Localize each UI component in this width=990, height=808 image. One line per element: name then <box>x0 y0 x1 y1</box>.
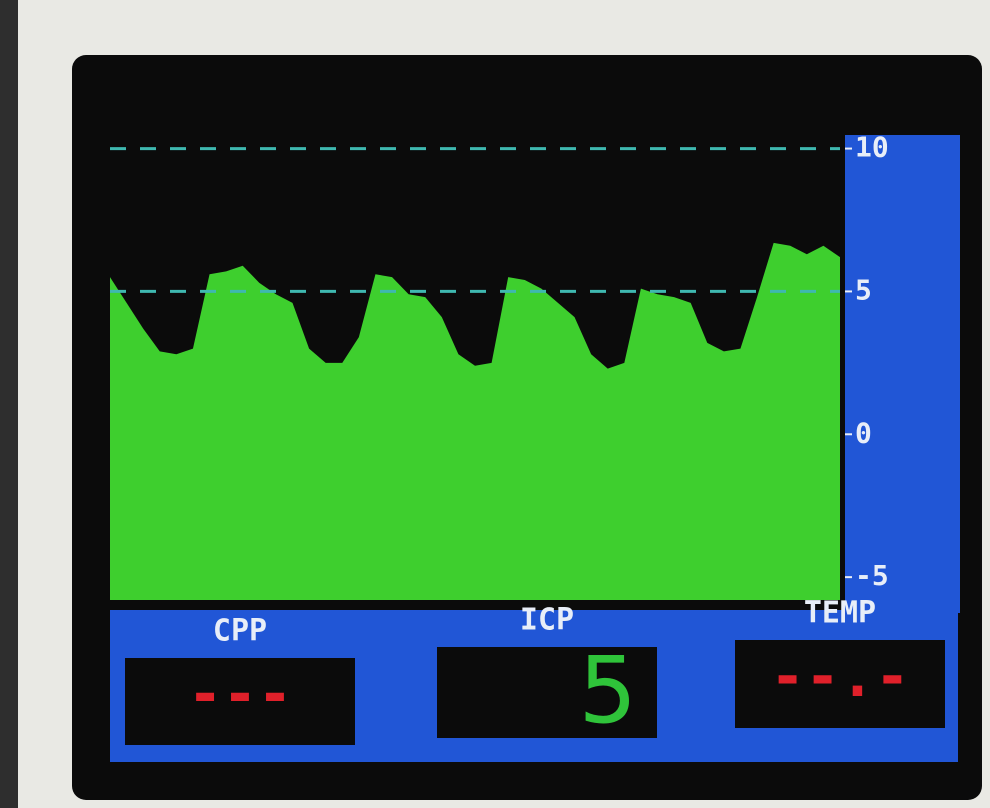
y-tick-label: -5 <box>855 559 889 592</box>
readout-value: 5 <box>578 637 637 744</box>
readout-value: --- <box>188 660 293 728</box>
y-tick-label: 5 <box>855 273 872 306</box>
axis-panel <box>845 135 960 613</box>
page: {"chart_data": {"type": "area", "color":… <box>0 0 990 808</box>
y-tick-label: 10 <box>855 131 889 164</box>
panel-label: CPP <box>213 614 267 649</box>
monitor: 1050-5 CPP---ICP5TEMP--.- <box>0 0 990 808</box>
readout-value: --.- <box>770 642 910 710</box>
bezel <box>0 0 18 808</box>
y-tick-label: 0 <box>855 416 872 449</box>
panel-label: ICP <box>520 603 574 638</box>
panel-label: TEMP <box>804 596 876 631</box>
